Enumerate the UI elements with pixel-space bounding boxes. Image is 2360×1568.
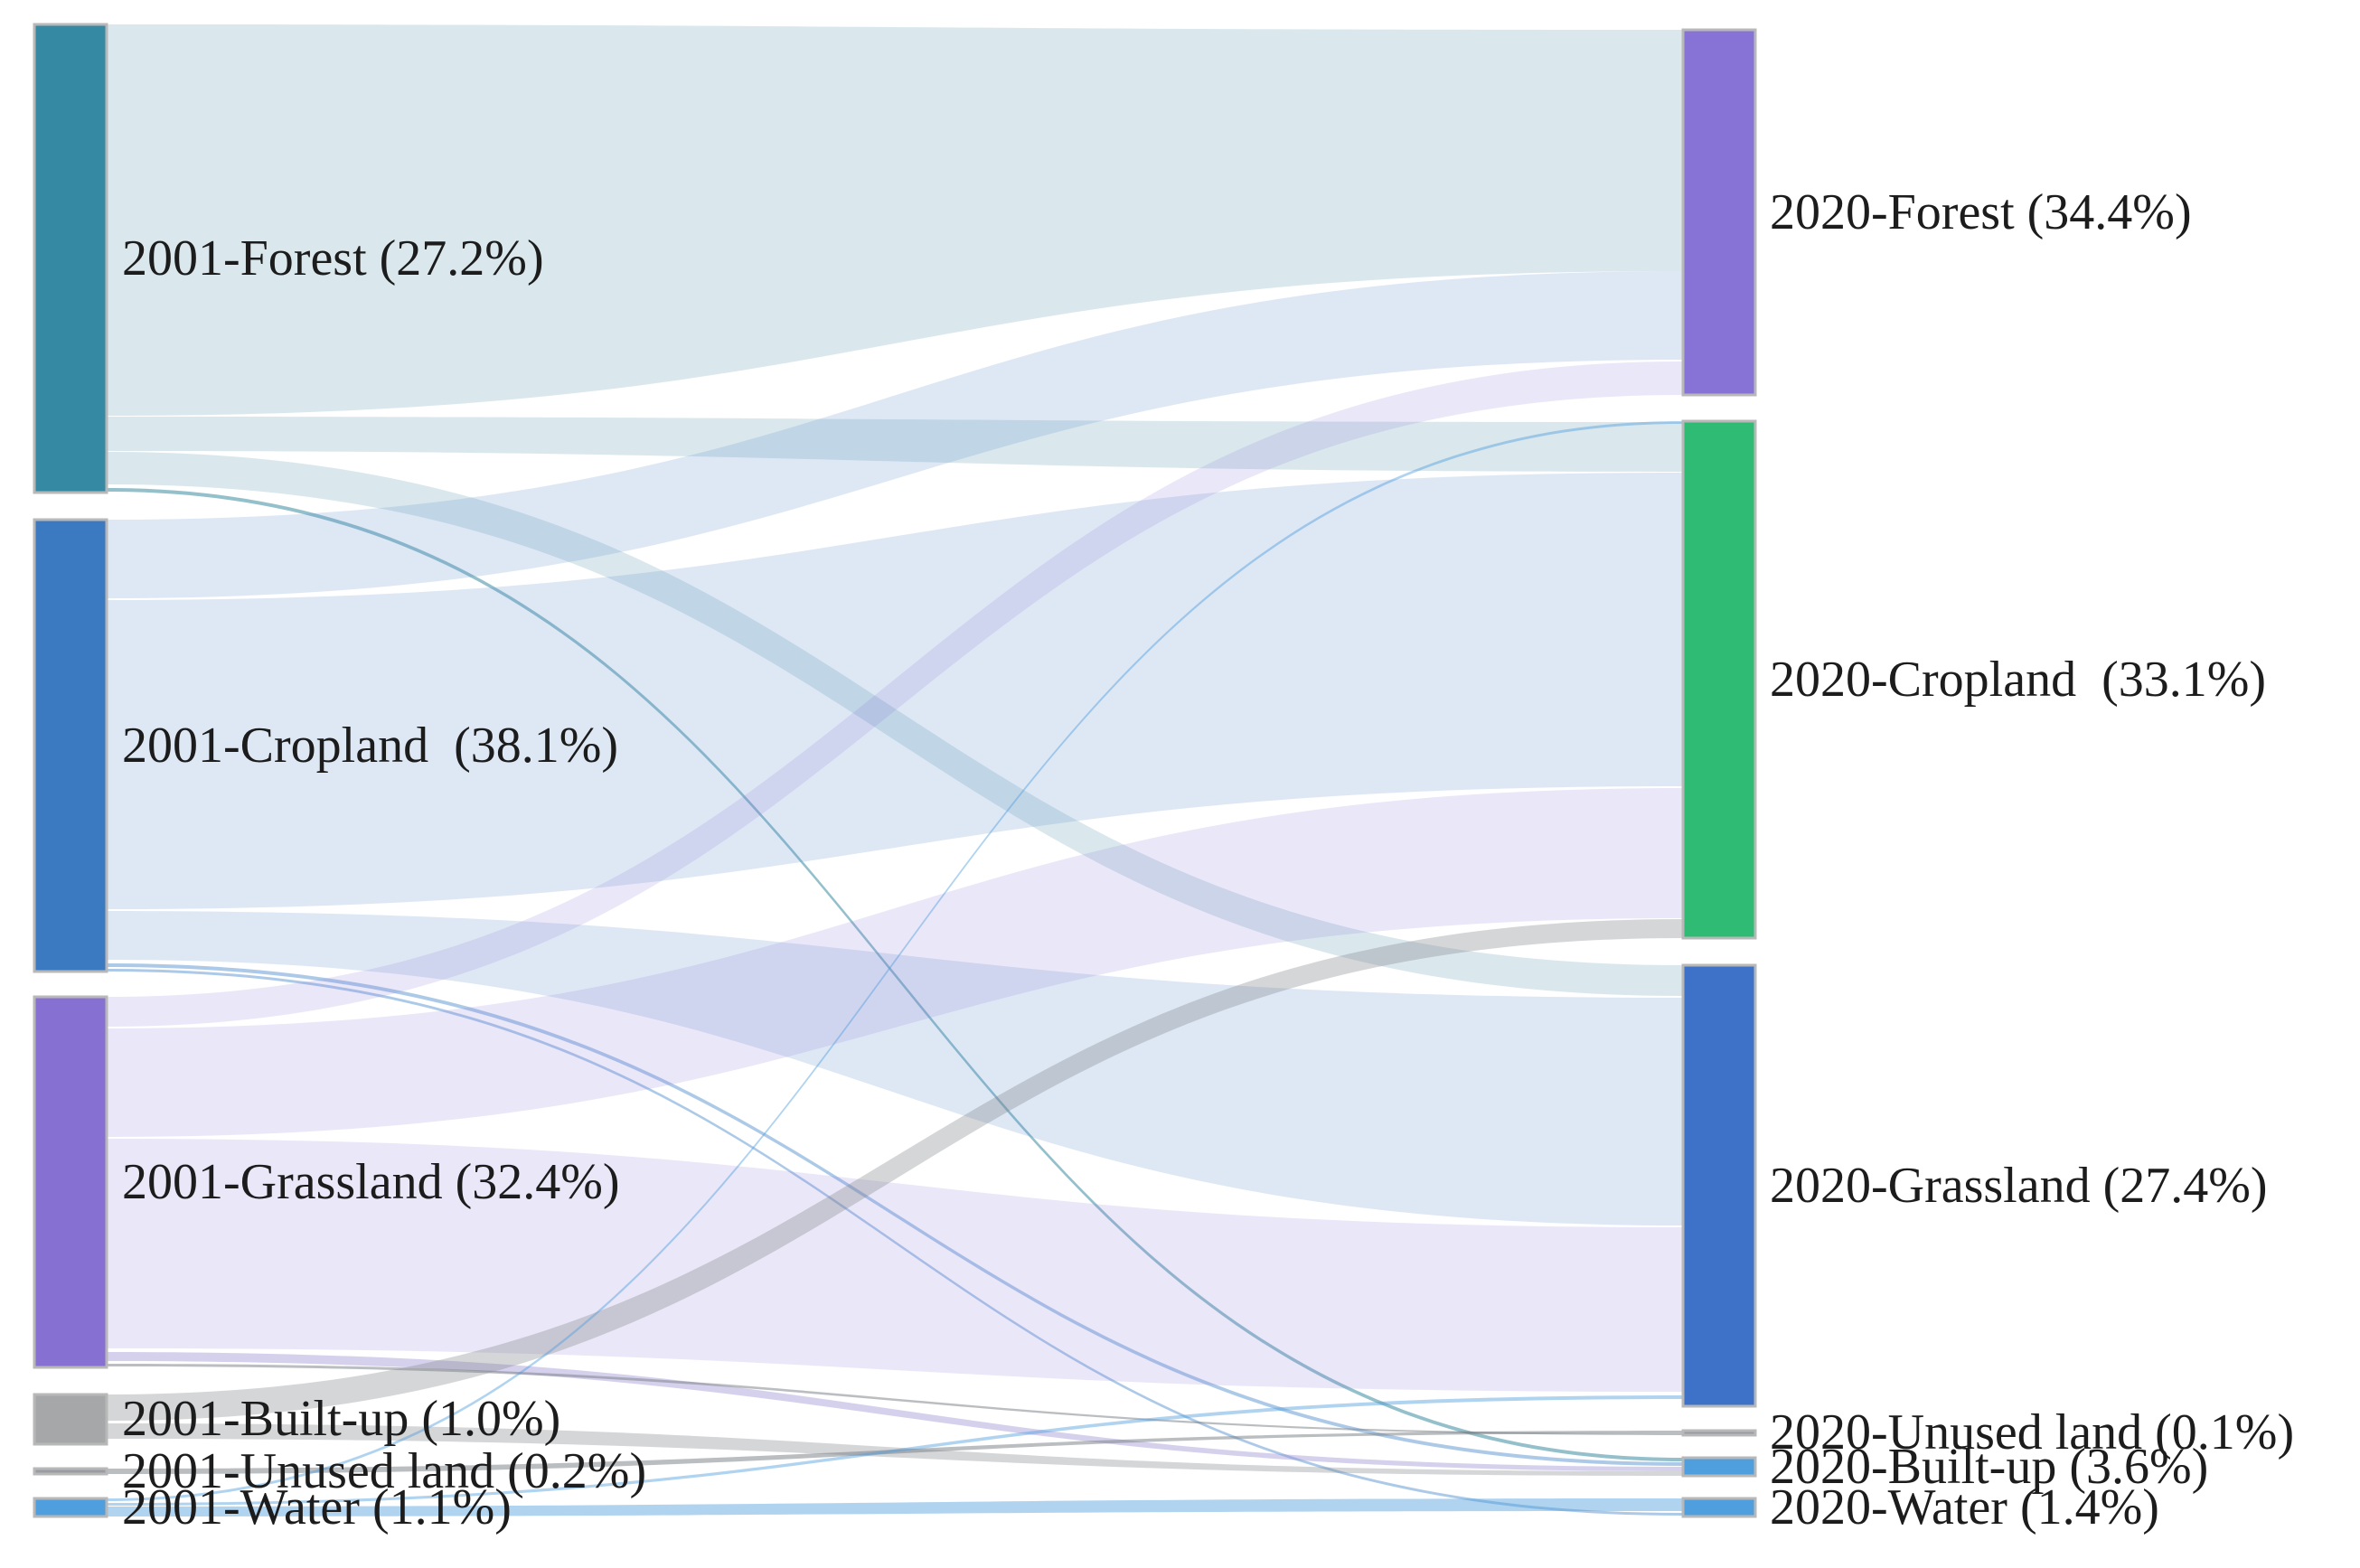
node-2001-forest	[33, 23, 108, 494]
node-2020-unused-land	[1681, 1429, 1757, 1437]
label-2001-grassland: 2001-Grassland (32.4%)	[122, 1154, 620, 1210]
flow-2001-cropland-to-2020-built-up	[108, 963, 1682, 1466]
node-2020-cropland	[1681, 419, 1757, 940]
node-2001-grassland	[33, 995, 108, 1369]
flow-2001-built-up-to-2020-cropland	[108, 919, 1682, 1421]
flow-2001-grassland-to-2020-unused-land	[108, 1364, 1682, 1435]
flow-2001-cropland-to-2020-water	[108, 969, 1682, 1516]
flow-2001-forest-to-2020-forest	[108, 24, 1682, 416]
flow-2001-unused-land-to-2020-unused-land	[108, 1431, 1682, 1474]
node-2020-grassland	[1681, 963, 1757, 1408]
node-2020-forest	[1681, 28, 1757, 397]
node-2020-water	[1681, 1497, 1757, 1518]
flow-2001-water-to-2020-water	[108, 1498, 1682, 1516]
label-2001-cropland: 2001-Cropland (38.1%)	[122, 718, 618, 774]
label-2020-cropland: 2020-Cropland (33.1%)	[1770, 652, 2266, 708]
label-2001-water: 2001-Water (1.1%)	[122, 1479, 512, 1535]
node-2001-cropland	[33, 518, 108, 973]
flow-2001-grassland-to-2020-forest	[108, 361, 1682, 1027]
label-2020-water: 2020-Water (1.4%)	[1770, 1479, 2159, 1535]
flow-2001-water-to-2020-cropland	[108, 421, 1682, 1501]
label-2001-forest: 2001-Forest (27.2%)	[122, 230, 544, 286]
label-2001-built-up: 2001-Built-up (1.0%)	[122, 1391, 560, 1447]
label-2020-forest: 2020-Forest (34.4%)	[1770, 184, 2192, 240]
flow-2001-forest-to-2020-cropland	[108, 417, 1682, 472]
node-2001-built-up	[33, 1393, 108, 1446]
flow-2001-forest-to-2020-built-up	[108, 488, 1682, 1461]
flow-2001-cropland-to-2020-forest	[108, 271, 1682, 598]
label-2020-grassland: 2020-Grassland (27.4%)	[1770, 1158, 2268, 1214]
node-2001-water	[33, 1497, 108, 1518]
flow-2001-water-to-2020-grassland	[108, 1395, 1682, 1506]
flow-2001-grassland-to-2020-cropland	[108, 788, 1682, 1137]
flow-2001-cropland-to-2020-grassland	[108, 911, 1682, 1225]
flow-2001-cropland-to-2020-cropland	[108, 473, 1682, 909]
flow-2001-forest-to-2020-grassland	[108, 452, 1682, 996]
flow-2001-grassland-to-2020-built-up	[108, 1352, 1682, 1471]
label-2001-unused-land: 2001-Unused land (0.2%)	[122, 1443, 646, 1499]
label-2020-built-up: 2020-Built-up (3.6%)	[1770, 1439, 2208, 1495]
label-2020-unused-land: 2020-Unused land (0.1%)	[1770, 1404, 2294, 1460]
flow-2001-grassland-to-2020-grassland	[108, 1139, 1682, 1392]
node-2001-unused-land	[33, 1467, 108, 1476]
node-2020-built-up	[1681, 1456, 1757, 1478]
